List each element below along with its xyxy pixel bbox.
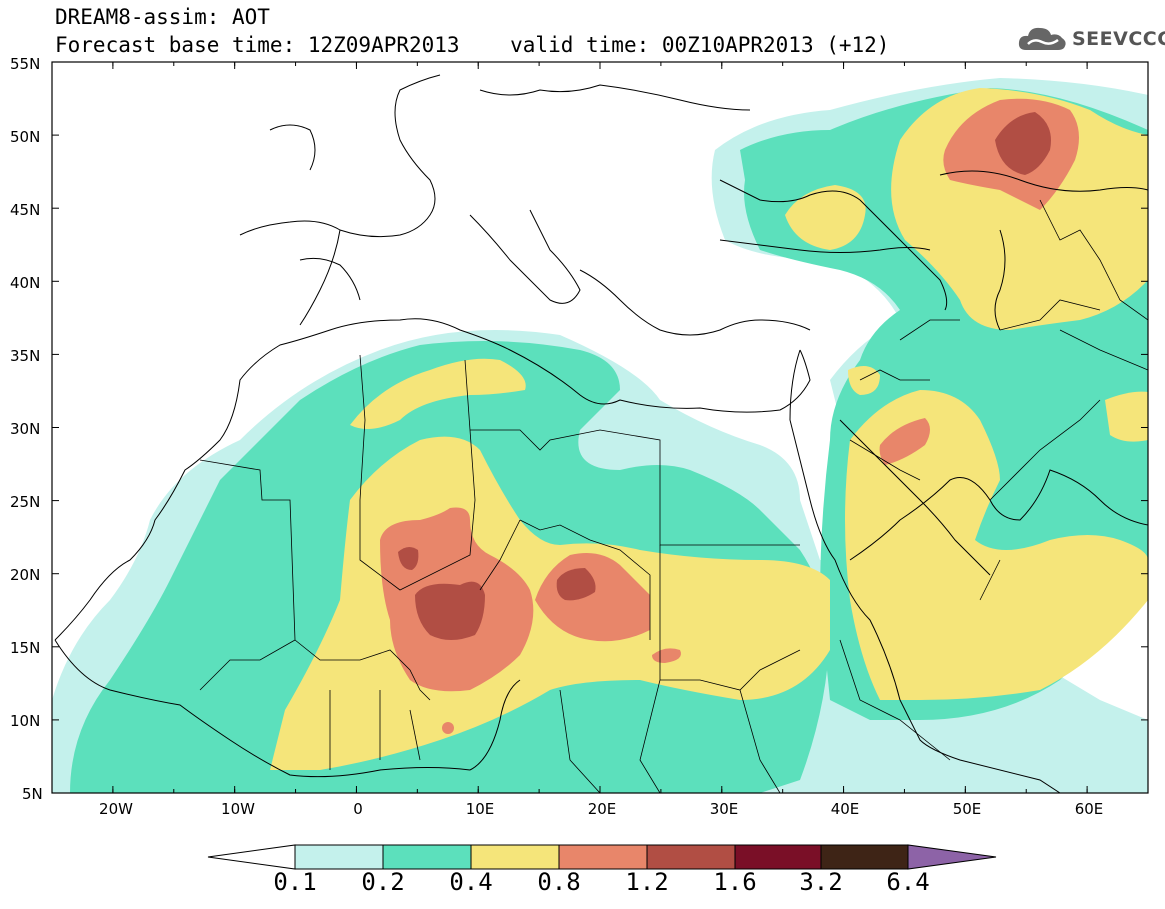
lat-label: 30N (10, 420, 41, 438)
map-title: DREAM8-assim: AOT (55, 5, 270, 29)
colorbar-label: 3.2 (799, 868, 843, 896)
colorbar-bin-5 (646, 844, 736, 870)
lon-label: 50E (952, 800, 982, 818)
lon-label: 30E (709, 800, 739, 818)
aot-contours (52, 78, 1148, 793)
lat-label: 15N (10, 639, 41, 657)
borders (199, 199, 1148, 793)
colorbar-over (907, 844, 997, 870)
axis-ticks (51, 61, 1149, 794)
colorbar-bin-7 (820, 844, 909, 870)
colorbar-bin-6 (734, 844, 822, 870)
lon-label: 20W (99, 800, 133, 818)
lat-label: 25N (10, 493, 41, 511)
coastlines (54, 74, 1148, 793)
lon-label: 10E (465, 800, 495, 818)
colorbar-bin-4 (558, 844, 648, 870)
colorbar-bin-1 (294, 844, 384, 870)
colorbar-label: 0.8 (537, 868, 581, 896)
logo-text: SEEVCCC (1072, 28, 1165, 50)
lat-label: 5N (22, 785, 43, 803)
forecast-times: Forecast base time: 12Z09APR2013 valid t… (55, 33, 890, 57)
lon-label: 60E (1074, 800, 1104, 818)
colorbar-label: 0.2 (361, 868, 405, 896)
lat-label: 35N (10, 347, 41, 365)
lon-label: 10W (221, 800, 255, 818)
colorbar-label: 6.4 (886, 868, 930, 896)
seevccc-logo: SEEVCCC (1018, 24, 1165, 54)
lon-label: 40E (830, 800, 860, 818)
lon-label: 0 (353, 800, 363, 818)
lat-label: 45N (10, 201, 41, 219)
lat-label: 50N (10, 128, 41, 146)
colorbar (207, 844, 997, 870)
lon-label: 20E (587, 800, 617, 818)
aot-level-1.2 (398, 112, 1051, 640)
cloud-icon (1018, 27, 1066, 50)
colorbar-label: 0.1 (273, 868, 317, 896)
lat-label: 20N (10, 566, 41, 584)
lat-label: 10N (10, 712, 41, 730)
colorbar-label: 1.2 (625, 868, 669, 896)
colorbar-bin-3 (470, 844, 560, 870)
colorbar-label: 1.6 (713, 868, 757, 896)
lat-label: 40N (10, 274, 41, 292)
colorbar-label: 0.4 (449, 868, 493, 896)
lat-label: 55N (10, 55, 41, 73)
colorbar-under (207, 844, 296, 870)
colorbar-bin-2 (382, 844, 472, 870)
